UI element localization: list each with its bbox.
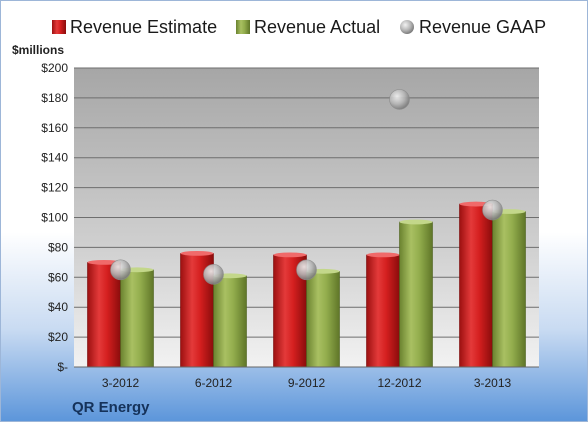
point-revenue-gaap [203, 264, 224, 285]
y-tick-label: $120 [41, 181, 68, 195]
bar-revenue-estimate [366, 254, 400, 368]
x-tick-label: 3-2012 [102, 376, 140, 390]
point-revenue-gaap [389, 89, 410, 110]
legend-swatch-revenue-gaap [400, 20, 414, 34]
y-tick-label: $20 [48, 330, 68, 344]
y-tick-label: $180 [41, 91, 68, 105]
y-tick-label: $60 [48, 270, 68, 284]
y-tick-label: $200 [41, 61, 68, 75]
point-revenue-gaap [482, 199, 503, 221]
legend-label-revenue-gaap: Revenue GAAP [419, 17, 546, 37]
y-axis-ticks: $- $20 $40 $60 $80 $100 $120 $140 $160 $180 $200 [41, 61, 68, 374]
bar-revenue-actual [306, 271, 340, 368]
legend-swatch-revenue-estimate [52, 20, 66, 34]
legend-item-revenue-actual: Revenue Actual [236, 17, 380, 37]
bar-revenue-actual [213, 275, 247, 368]
y-tick-label: $80 [48, 240, 68, 254]
legend-item-revenue-gaap: Revenue GAAP [400, 17, 546, 37]
company-name: QR Energy [72, 399, 150, 416]
bar-cap-revenue-estimate [273, 252, 307, 258]
point-revenue-gaap [110, 259, 131, 281]
legend-item-revenue-estimate: Revenue Estimate [52, 17, 217, 37]
y-tick-label: $40 [48, 300, 68, 314]
bar-revenue-estimate [459, 203, 493, 368]
bar-revenue-actual [120, 269, 154, 368]
y-tick-label: $100 [41, 211, 68, 225]
legend-label-revenue-estimate: Revenue Estimate [70, 17, 217, 37]
legend-swatch-revenue-actual [236, 20, 250, 34]
legend-label-revenue-actual: Revenue Actual [254, 17, 380, 37]
bar-cap-revenue-estimate [87, 259, 121, 265]
x-tick-label: 6-2012 [195, 376, 233, 390]
bar-cap-revenue-estimate [366, 252, 400, 258]
point-revenue-gaap [296, 259, 317, 281]
chart-legend: Revenue Estimate Revenue Actual Revenue … [52, 17, 546, 37]
x-tick-label: 3-2013 [474, 376, 512, 390]
bar-revenue-actual [399, 221, 433, 368]
x-tick-label: 9-2012 [288, 376, 326, 390]
y-axis-unit-label: $millions [12, 43, 64, 57]
y-tick-label: $140 [41, 151, 68, 165]
y-tick-label: $- [57, 360, 68, 374]
x-axis-ticks: 3-2012 6-2012 9-2012 12-2012 3-2013 [102, 376, 512, 390]
bar-cap-revenue-estimate [180, 250, 214, 256]
bar-cap-revenue-actual [399, 219, 433, 225]
y-tick-label: $160 [41, 121, 68, 135]
gaap-points [110, 89, 503, 285]
x-tick-label: 12-2012 [377, 376, 421, 390]
bar-revenue-actual [492, 211, 526, 368]
